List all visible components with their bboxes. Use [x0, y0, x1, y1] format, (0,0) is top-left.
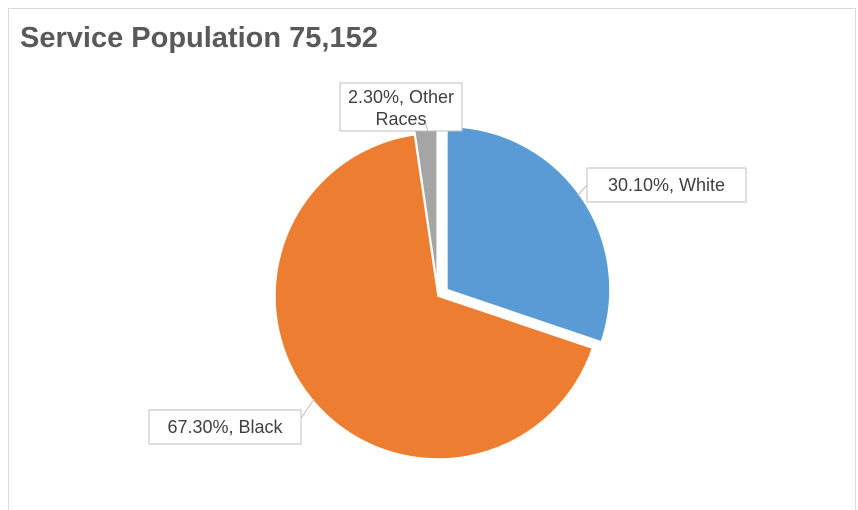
data-label-text: 30.10%, White: [608, 175, 725, 195]
data-label-black: 67.30%, Black: [148, 398, 315, 445]
chart-area: [8, 8, 856, 510]
chart-title: Service Population 75,152: [20, 22, 378, 54]
data-label-text: 2.30%, Other: [348, 87, 454, 107]
data-label-text-line2: Races: [375, 109, 426, 129]
data-label-text: 67.30%, Black: [167, 417, 283, 437]
data-label-white: 30.10%, White: [577, 167, 747, 203]
